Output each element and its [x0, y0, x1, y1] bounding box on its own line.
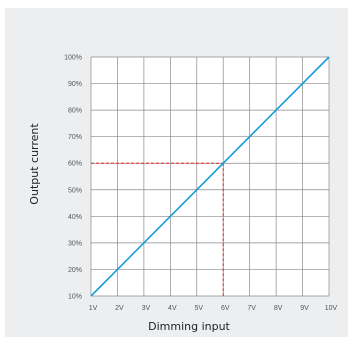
- x-tick-label: 6V: [221, 305, 230, 312]
- y-tick-label: 20%: [68, 267, 82, 274]
- x-tick-labels: 1V 2V 3V 4V 5V 6V 7V 8V 9V 10V: [89, 305, 338, 312]
- y-tick-label: 100%: [64, 55, 82, 62]
- y-tick-label: 90%: [68, 81, 82, 88]
- y-tick-label: 50%: [68, 187, 82, 194]
- y-tick-label: 40%: [68, 214, 82, 221]
- series-line-1: [90, 56, 330, 297]
- x-tick-label: 5V: [194, 305, 203, 312]
- x-tick-label: 1V: [89, 305, 98, 312]
- x-tick-label: 9V: [300, 305, 309, 312]
- y-tick-label: 70%: [68, 134, 82, 141]
- x-tick-label: 2V: [115, 305, 124, 312]
- y-tick-labels: 10% 20% 30% 40% 50% 60% 70% 80% 90% 100%: [64, 55, 82, 301]
- x-axis-title: Dimming input: [148, 320, 230, 333]
- y-tick-label: 60%: [68, 161, 82, 168]
- series-group: [90, 56, 330, 297]
- grid: [90, 56, 330, 297]
- x-tick-label: 7V: [247, 305, 256, 312]
- x-tick-label: 8V: [274, 305, 283, 312]
- guide-lines: [91, 162, 224, 296]
- x-tick-label: 10V: [325, 305, 338, 312]
- y-tick-label: 30%: [68, 240, 82, 247]
- y-tick-label: 10%: [68, 294, 82, 301]
- x-tick-label: 3V: [142, 305, 151, 312]
- x-tick-label: 4V: [168, 305, 177, 312]
- y-tick-label: 80%: [68, 108, 82, 115]
- y-axis-title: Output current: [28, 123, 41, 205]
